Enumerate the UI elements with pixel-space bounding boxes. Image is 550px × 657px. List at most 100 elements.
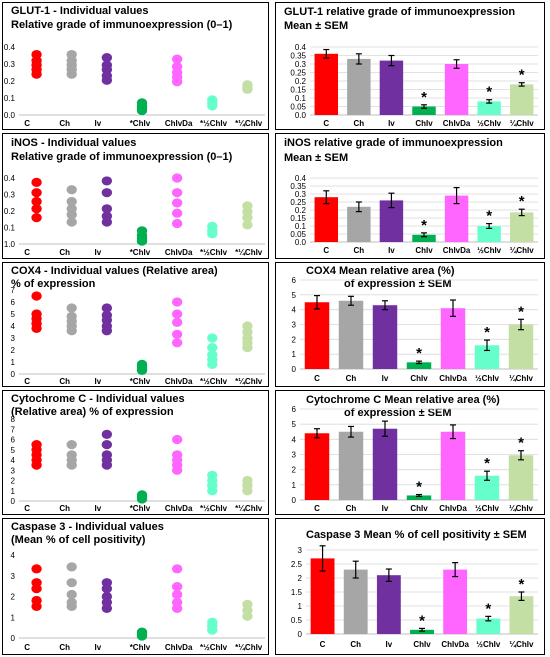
y-tick-label: 1.5 bbox=[291, 588, 303, 597]
data-point bbox=[31, 564, 42, 574]
y-tick-label: 0.0 bbox=[295, 111, 307, 120]
panel-glut1-individual: GLUT-1 - Individual values Relative grade… bbox=[2, 2, 269, 130]
bar bbox=[509, 596, 534, 634]
x-category-label: ½ChIv bbox=[475, 374, 500, 383]
chart-title-line: Cytochrome C - Individual values bbox=[11, 393, 185, 405]
bar bbox=[477, 101, 501, 115]
chart-title-line: iNOS - Individual values bbox=[11, 137, 136, 149]
x-category-label: ChIvDa bbox=[441, 640, 469, 649]
chart-title-line: Mean ± SEM bbox=[284, 152, 348, 164]
bar bbox=[372, 305, 398, 369]
x-category-label: ¼ChIv bbox=[509, 504, 534, 513]
x-category-label: C bbox=[320, 640, 326, 649]
x-category-label: Iv bbox=[95, 377, 102, 386]
significance-star: * bbox=[416, 479, 422, 496]
bar bbox=[406, 495, 432, 500]
x-category-label: ChIvDa bbox=[165, 643, 193, 652]
glut1-individual-svg: GLUT-1 - Individual values Relative grade… bbox=[4, 5, 265, 128]
x-category-label: Iv bbox=[95, 643, 102, 652]
panel-glut1-mean: GLUT-1 relative grade of immunoexpressio… bbox=[275, 2, 545, 130]
x-category-label: ¼ChIv bbox=[509, 374, 534, 383]
y-tick-label: 0.3 bbox=[4, 191, 16, 200]
y-tick-label: 4 bbox=[292, 306, 297, 315]
x-category-label: Iv bbox=[386, 640, 393, 649]
inos-mean-svg: iNOS relative grade of immunoexpression M… bbox=[284, 137, 538, 255]
data-point bbox=[101, 460, 113, 470]
data-point bbox=[66, 210, 77, 220]
bar bbox=[338, 431, 364, 500]
data-point bbox=[171, 582, 183, 592]
x-category-label: ChIvDa bbox=[165, 504, 193, 513]
x-category-label: C bbox=[24, 377, 30, 386]
data-point bbox=[66, 326, 77, 336]
data-point bbox=[31, 583, 42, 594]
x-category-label: *ChIv bbox=[130, 643, 151, 652]
x-category-label: C bbox=[323, 119, 329, 128]
y-tick-label: 0.2 bbox=[295, 77, 307, 86]
data-point bbox=[207, 625, 218, 635]
panel-casp3-mean: Caspase 3 Mean % of cell positivity ± SE… bbox=[275, 518, 545, 655]
y-tick-label: 0.1 bbox=[4, 94, 16, 103]
x-category-label: C bbox=[314, 504, 320, 513]
data-point bbox=[242, 220, 253, 230]
y-tick-label: 3 bbox=[292, 321, 297, 330]
bar bbox=[443, 569, 468, 634]
y-tick-label: 5 bbox=[11, 446, 16, 455]
data-point bbox=[171, 218, 183, 229]
data-point bbox=[31, 188, 42, 198]
significance-star: * bbox=[421, 217, 427, 234]
bar bbox=[310, 558, 335, 634]
bar bbox=[379, 200, 404, 242]
data-point bbox=[242, 84, 253, 94]
y-tick-label: 0.2 bbox=[295, 206, 307, 215]
x-category-label: ChIvDa bbox=[165, 119, 193, 128]
data-point bbox=[171, 434, 183, 445]
y-tick-label: 1 bbox=[292, 481, 297, 490]
cox4-individual-svg: COX4 - Individual values (Relative area)… bbox=[11, 265, 265, 386]
y-tick-label: 4 bbox=[11, 322, 16, 331]
data-point bbox=[101, 52, 113, 63]
chart-title-line: Mean ± SEM bbox=[284, 20, 348, 32]
x-category-label: Ch bbox=[346, 504, 357, 513]
y-tick-label: 2 bbox=[292, 335, 297, 344]
x-category-label: Iv bbox=[95, 504, 102, 513]
panel-cox4-individual: COX4 - Individual values (Relative area)… bbox=[2, 262, 269, 387]
x-category-label: ChIv bbox=[410, 374, 428, 383]
y-tick-label: 6 bbox=[11, 436, 16, 445]
y-tick-label: 6 bbox=[292, 405, 297, 414]
inos-individual-svg: iNOS - Individual values Relative grade o… bbox=[4, 137, 265, 257]
data-point bbox=[31, 204, 42, 214]
y-tick-label: 3 bbox=[11, 572, 16, 581]
bar bbox=[343, 569, 368, 634]
x-category-label: Ch bbox=[354, 246, 365, 255]
x-category-label: Iv bbox=[388, 119, 395, 128]
data-point bbox=[101, 176, 113, 186]
cytc-individual-svg: Cytochrome C - Individual values(Relativ… bbox=[11, 393, 265, 513]
data-point bbox=[66, 440, 77, 450]
data-point bbox=[101, 326, 113, 336]
y-tick-label: 5 bbox=[292, 291, 297, 300]
x-category-label: Ch bbox=[59, 119, 70, 128]
y-tick-label: 2 bbox=[292, 466, 297, 475]
y-tick-label: 2 bbox=[11, 346, 16, 355]
y-tick-label: 5 bbox=[292, 420, 297, 429]
y-tick-label: 0.4 bbox=[4, 174, 16, 183]
data-point bbox=[171, 173, 183, 183]
data-point bbox=[101, 204, 113, 214]
y-tick-label: 0.0 bbox=[4, 111, 16, 120]
x-category-label: C bbox=[24, 119, 30, 128]
x-category-label: Ch bbox=[354, 119, 365, 128]
significance-star: * bbox=[518, 303, 524, 320]
y-tick-label: 0.4 bbox=[295, 174, 307, 183]
data-point bbox=[66, 303, 77, 313]
data-point bbox=[31, 323, 42, 333]
data-point bbox=[66, 196, 77, 207]
y-tick-label: 3 bbox=[292, 451, 297, 460]
significance-star: * bbox=[518, 435, 524, 452]
y-tick-label: 0 bbox=[292, 496, 297, 505]
cytc-mean-svg: Cytochrome C Mean relative area (%)of ex… bbox=[292, 394, 538, 513]
panel-inos-individual: iNOS - Individual values Relative grade o… bbox=[2, 133, 269, 259]
panel-cox4-mean: COX4 Mean relative area (%) of expression… bbox=[275, 262, 545, 387]
y-tick-label: 6 bbox=[11, 298, 16, 307]
